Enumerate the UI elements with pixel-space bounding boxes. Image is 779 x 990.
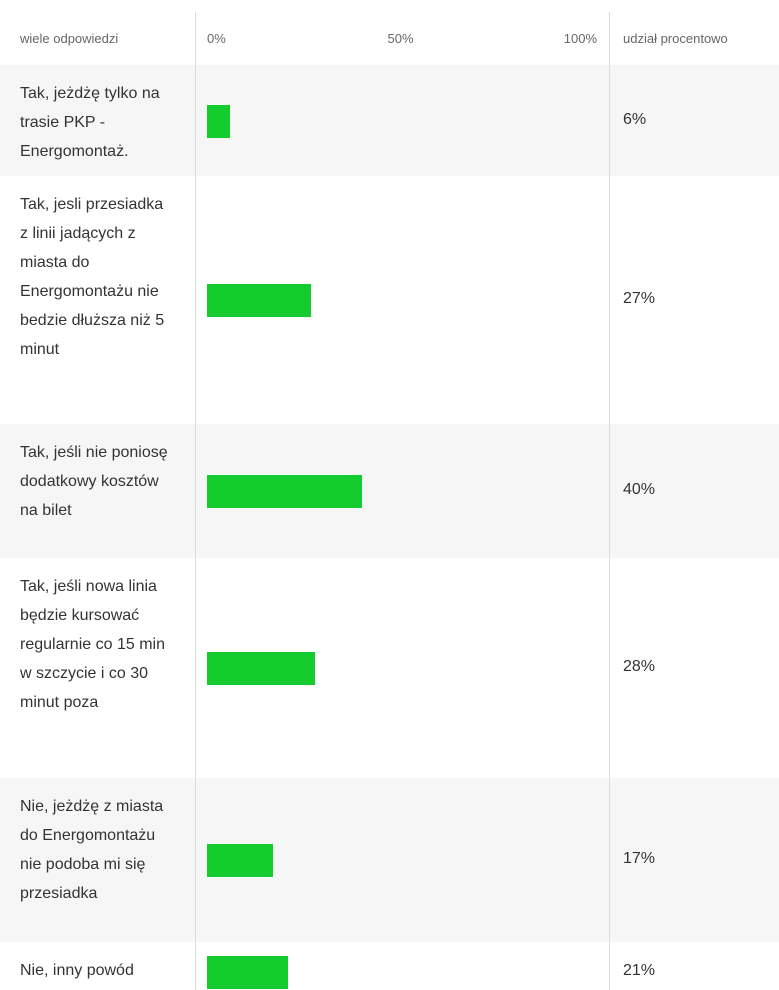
x-tick-label: 100%	[563, 31, 597, 46]
value-label: 28%	[623, 658, 656, 675]
value-label: 40%	[623, 481, 656, 498]
x-tick-label: 50%	[387, 31, 414, 46]
result-row: Tak, jeśli nowa linia będzie kursować re…	[0, 558, 779, 778]
bar	[207, 652, 316, 685]
result-row: Tak, jeśli nie poniosę dodatkowy kosztów…	[0, 424, 779, 558]
result-row: Nie, inny powód 21%	[0, 942, 779, 990]
value-label: 17%	[623, 850, 656, 867]
result-row: Tak, jeżdżę tylko na trasie PKP - Energo…	[0, 65, 779, 176]
column-divider	[609, 12, 610, 990]
category-header: wiele odpowiedzi	[20, 31, 119, 46]
answer-label: Tak, jeśli nie poniosę dodatkowy kosztów…	[20, 444, 168, 519]
result-row: Tak, jesli przesiadka z linii jadących z…	[0, 176, 779, 424]
answer-label: Tak, jesli przesiadka z linii jadących z…	[20, 196, 165, 358]
answer-label: Nie, jeżdżę z miasta do Energomontażu ni…	[20, 798, 164, 902]
bar	[207, 844, 273, 877]
bar	[207, 956, 289, 989]
value-label: 27%	[623, 290, 656, 307]
bar	[207, 475, 362, 508]
value-label: 21%	[623, 962, 656, 979]
answer-label: Tak, jeżdżę tylko na trasie PKP - Energo…	[20, 85, 160, 160]
value-label: 6%	[623, 110, 647, 128]
answer-label: Tak, jeśli nowa linia będzie kursować re…	[20, 578, 165, 711]
bar	[207, 284, 312, 317]
result-row: Nie, jeżdżę z miasta do Energomontażu ni…	[0, 778, 779, 942]
value-header: udział procentowo	[623, 31, 728, 46]
bar	[207, 104, 231, 138]
column-divider	[195, 12, 196, 990]
x-tick-label: 0%	[207, 31, 226, 46]
answer-label: Nie, inny powód	[20, 962, 134, 979]
